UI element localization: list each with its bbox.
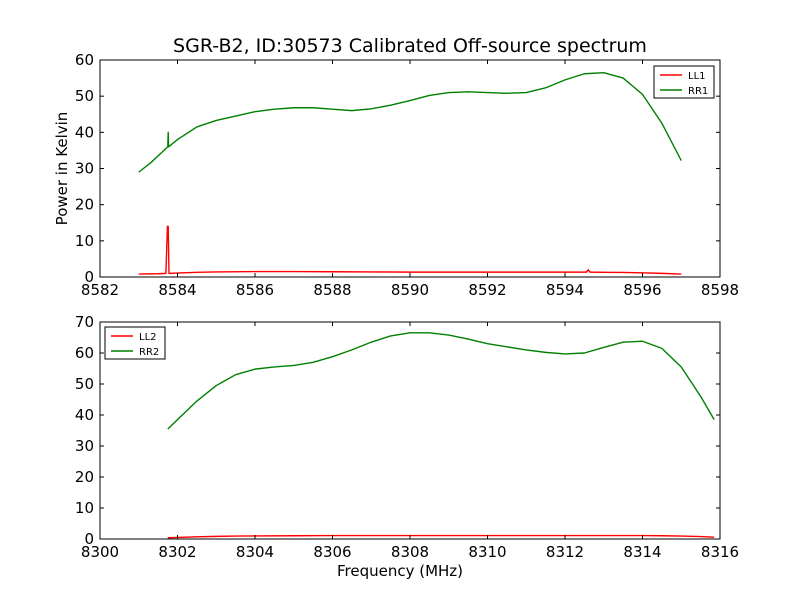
x-tick-label: 8596 [623,281,661,299]
x-tick-label: 8304 [236,543,274,561]
x-tick-label: 8598 [701,281,739,299]
y-tick-label: 40 [75,406,94,424]
y-tick-label: 20 [75,468,94,486]
y-tick-label: 60 [75,344,94,362]
legend-box [653,65,715,99]
y-tick-label: 10 [75,232,94,250]
y-tick-label: 30 [75,437,94,455]
legend-label-ll2: LL2 [139,332,157,343]
series-line-ll1 [138,225,682,275]
legend-box [104,326,166,360]
x-axis-label: Frequency (MHz) [337,562,463,580]
y-tick-label: 70 [75,313,94,331]
x-tick-label: 8586 [236,281,274,299]
legend-label-rr1: RR1 [688,86,708,97]
legend-label-rr2: RR2 [139,347,159,358]
x-tick-label: 8590 [391,281,429,299]
y-tick-label: 30 [75,160,94,178]
x-tick-label: 8314 [623,543,661,561]
y-tick-label: 20 [75,196,94,214]
x-tick-label: 8308 [391,543,429,561]
y-axis-label: Power in Kelvin [53,112,71,226]
x-tick-label: 8310 [468,543,506,561]
y-tick-label: 50 [75,375,94,393]
x-tick-label: 8584 [158,281,196,299]
series-line-ll2 [167,534,715,539]
x-tick-label: 8302 [158,543,196,561]
series-line-rr1 [138,71,682,173]
y-tick-label: 60 [75,51,94,69]
plot-frame [99,59,721,278]
y-tick-label: 50 [75,87,94,105]
y-tick-label: 0 [84,530,94,548]
figure-title: SGR-B2, ID:30573 Calibrated Off-source s… [173,35,647,57]
x-tick-label: 8312 [546,543,584,561]
x-tick-label: 8300 [81,543,119,561]
x-tick-label: 8316 [701,543,739,561]
x-tick-label: 8592 [468,281,506,299]
x-tick-label: 8594 [546,281,584,299]
top-panel-ll1-rr1: 8582 8584 8586 8588 8590 8592 8594 8596 8598 0 10 2… [53,51,739,299]
plot-frame [99,321,721,540]
y-tick-label: 40 [75,123,94,141]
legend-label-ll1: LL1 [688,71,706,82]
y-tick-label: 10 [75,499,94,517]
x-tick-label: 8588 [313,281,351,299]
series-line-rr2 [167,332,715,430]
x-tick-label: 8582 [81,281,119,299]
y-tick-label: 0 [84,268,94,286]
x-tick-label: 8306 [313,543,351,561]
bottom-panel-ll2-rr2: 8300 8302 8304 8306 8308 8310 8312 8314 8316 0 10 2… [75,313,739,580]
